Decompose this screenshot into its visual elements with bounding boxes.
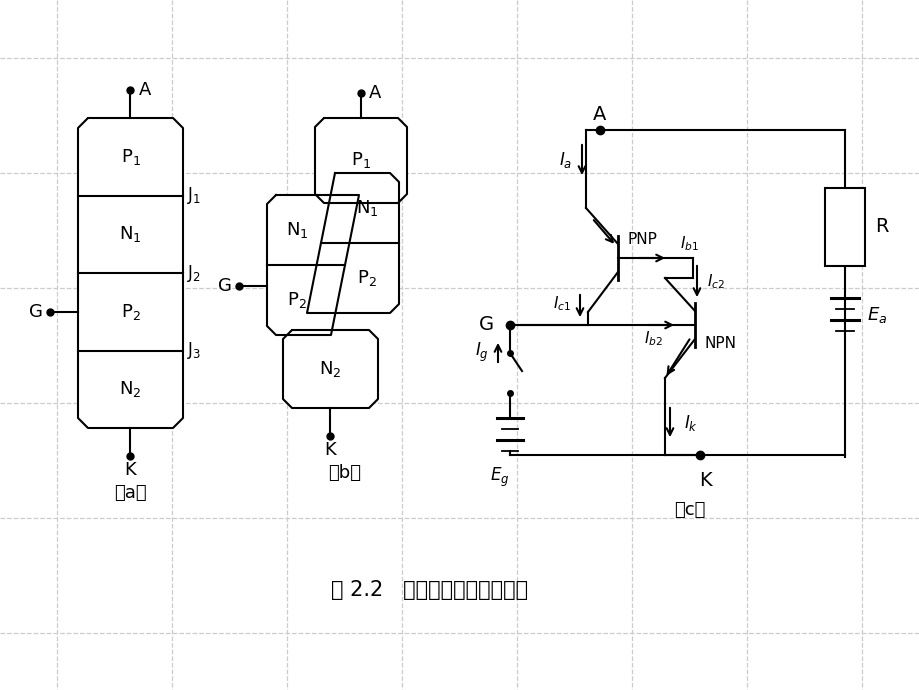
Text: G: G bbox=[218, 277, 232, 295]
Polygon shape bbox=[307, 173, 399, 313]
Text: （a）: （a） bbox=[114, 484, 147, 502]
Text: A: A bbox=[139, 81, 151, 99]
Text: $I_{c1}$: $I_{c1}$ bbox=[552, 295, 571, 313]
Text: $I_{b1}$: $I_{b1}$ bbox=[679, 235, 698, 253]
Text: P$_1$: P$_1$ bbox=[120, 147, 141, 167]
Text: PNP: PNP bbox=[628, 233, 657, 248]
Text: $E_g$: $E_g$ bbox=[490, 466, 509, 489]
Bar bbox=[824, 188, 864, 266]
Text: A: A bbox=[369, 84, 381, 102]
Text: N$_2$: N$_2$ bbox=[119, 380, 142, 400]
Text: （c）: （c） bbox=[674, 501, 705, 519]
Text: $I_{b2}$: $I_{b2}$ bbox=[642, 330, 662, 348]
Text: （b）: （b） bbox=[328, 464, 361, 482]
Text: $I_k$: $I_k$ bbox=[683, 413, 698, 433]
Text: K: K bbox=[698, 471, 710, 490]
Text: $I_{c2}$: $I_{c2}$ bbox=[706, 273, 724, 291]
Text: K: K bbox=[124, 461, 136, 479]
Text: NPN: NPN bbox=[704, 335, 736, 351]
Text: R: R bbox=[874, 217, 888, 237]
Text: N$_1$: N$_1$ bbox=[119, 224, 142, 244]
Text: N$_1$: N$_1$ bbox=[356, 198, 378, 218]
Text: N$_2$: N$_2$ bbox=[319, 359, 341, 379]
Text: N$_1$: N$_1$ bbox=[286, 220, 308, 240]
Text: J$_2$: J$_2$ bbox=[187, 262, 201, 284]
Text: P$_2$: P$_2$ bbox=[287, 290, 307, 310]
Text: J$_3$: J$_3$ bbox=[187, 340, 201, 361]
Polygon shape bbox=[314, 118, 406, 203]
Text: J$_1$: J$_1$ bbox=[187, 185, 201, 206]
Text: P$_2$: P$_2$ bbox=[120, 302, 141, 322]
Polygon shape bbox=[78, 118, 183, 428]
Text: G: G bbox=[479, 315, 494, 335]
Text: A: A bbox=[593, 104, 606, 124]
Text: P$_2$: P$_2$ bbox=[357, 268, 377, 288]
Text: $I_g$: $I_g$ bbox=[474, 340, 488, 364]
Text: P$_1$: P$_1$ bbox=[351, 150, 370, 170]
Text: $I_a$: $I_a$ bbox=[559, 150, 572, 170]
Polygon shape bbox=[283, 330, 378, 408]
Text: 图 2.2   晶闸管的内部工作过程: 图 2.2 晶闸管的内部工作过程 bbox=[331, 580, 528, 600]
Text: $E_a$: $E_a$ bbox=[866, 305, 886, 325]
Polygon shape bbox=[267, 195, 358, 335]
Text: G: G bbox=[29, 303, 43, 321]
Text: K: K bbox=[324, 441, 336, 459]
